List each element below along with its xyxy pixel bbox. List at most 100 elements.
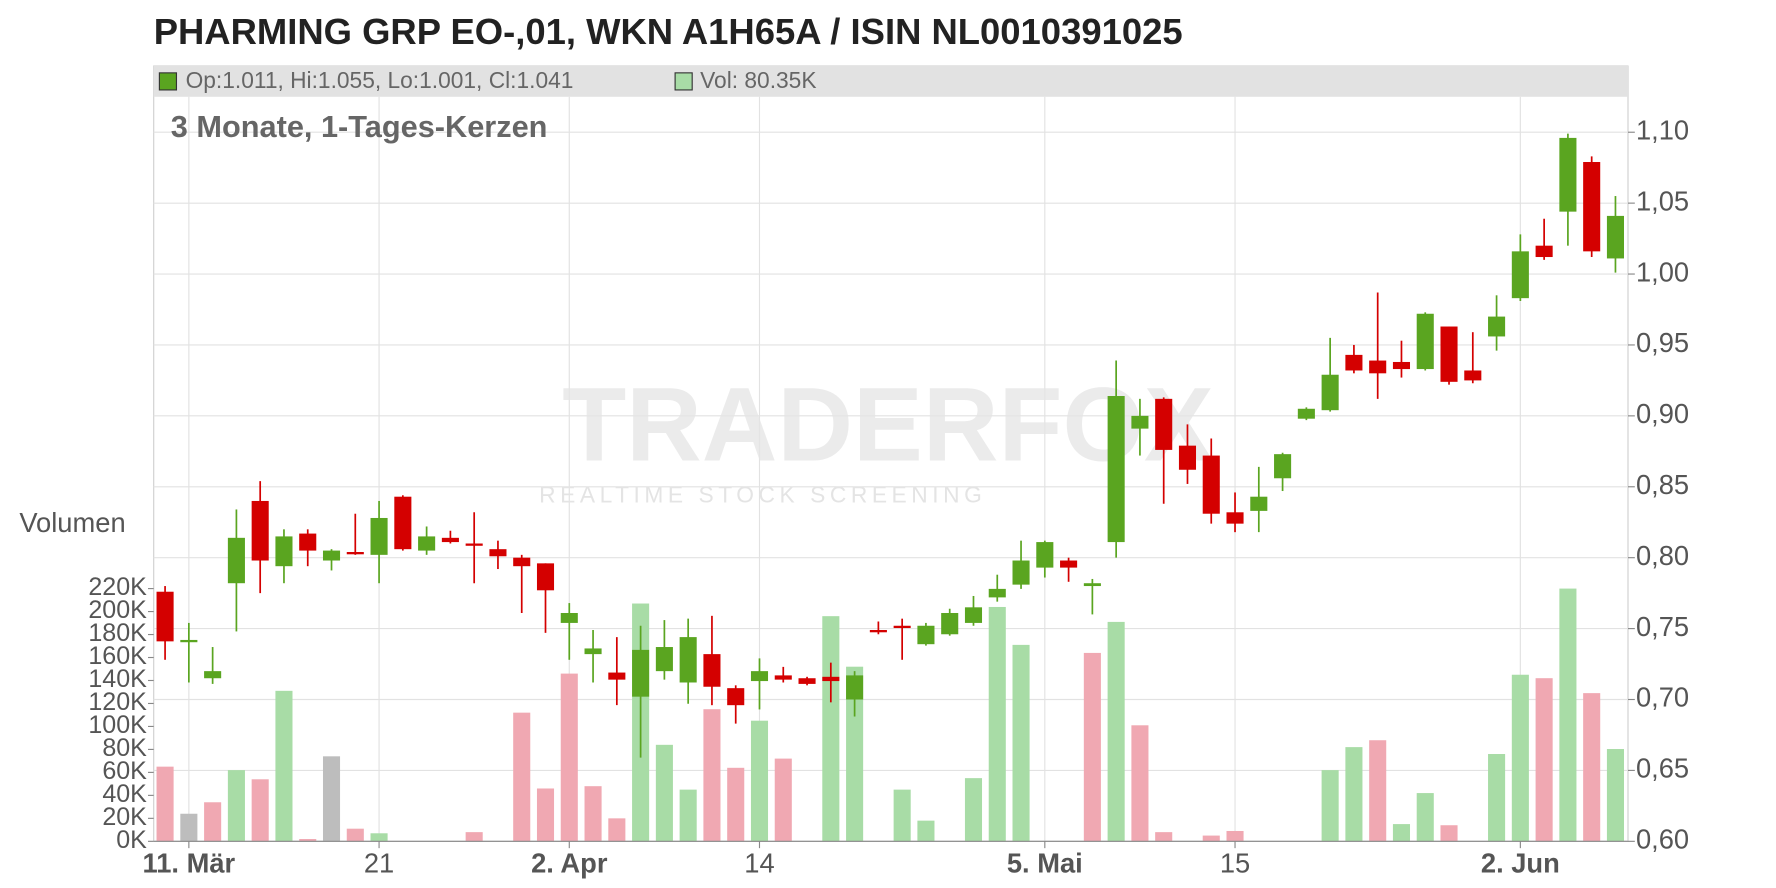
- candle-body: [1416, 313, 1434, 370]
- x-tick-label: 5. Mai: [1007, 847, 1083, 878]
- y2-tick-label: 120K: [88, 688, 147, 716]
- volume-bar: [1416, 793, 1434, 842]
- candle-body: [394, 496, 412, 550]
- candle-body: [370, 517, 388, 555]
- candle-body: [1155, 398, 1173, 450]
- legend-volume: Vol: 80.35K: [700, 67, 816, 93]
- candles: [156, 133, 1624, 758]
- legend-swatch: [158, 72, 178, 91]
- volume-bar: [608, 818, 626, 842]
- volume-bar: [180, 813, 198, 842]
- volume-bar: [846, 666, 864, 842]
- y-tick-label: 0,65: [1636, 753, 1689, 784]
- x-tick-label: 2. Jun: [1481, 847, 1560, 878]
- candle-body: [1202, 455, 1220, 514]
- candle-body: [1606, 215, 1624, 259]
- y-tick-label: 0,60: [1636, 824, 1689, 855]
- volume-bar: [322, 756, 341, 842]
- volume-bar: [227, 770, 245, 842]
- candle-body: [1535, 245, 1553, 258]
- candle-body: [1107, 396, 1125, 543]
- volume-bar: [917, 820, 935, 842]
- volume-bar: [1321, 770, 1339, 842]
- candle-body: [988, 588, 1006, 598]
- legend-swatch: [674, 72, 693, 91]
- x-tick-label: 11. Mär: [143, 847, 236, 878]
- x-tick-label: 2. Apr: [531, 847, 608, 878]
- candle-body: [227, 537, 245, 584]
- y-tick-label: 0,75: [1636, 611, 1689, 642]
- volume-bar: [1012, 644, 1030, 842]
- volume-bar: [750, 720, 769, 842]
- y2-tick-label: 200K: [88, 596, 147, 624]
- candle-body: [1369, 360, 1387, 374]
- y-tick-label: 0,80: [1636, 540, 1689, 571]
- volume-bar: [774, 758, 792, 842]
- candle-body: [798, 678, 816, 684]
- candle-body: [1321, 374, 1339, 411]
- candle-body: [1060, 560, 1078, 568]
- volume-bar: [679, 789, 697, 842]
- y-tick-label: 1,10: [1636, 114, 1689, 145]
- watermark-tagline: REALTIME STOCK SCREENING: [539, 481, 986, 507]
- candle-body: [1440, 326, 1458, 382]
- volume-bar: [988, 606, 1006, 842]
- y2-tick-label: 60K: [102, 757, 147, 785]
- candle-body: [1345, 354, 1363, 371]
- candle-body: [1392, 361, 1411, 370]
- candle-body: [655, 647, 673, 672]
- candle-body: [679, 637, 697, 683]
- candle-body: [251, 500, 269, 561]
- volume-bar: [1202, 835, 1220, 842]
- volume-bar: [1511, 674, 1529, 842]
- candle-body: [441, 537, 459, 543]
- volume-bar: [251, 779, 269, 842]
- volume-bar: [299, 839, 317, 842]
- candle-body: [180, 639, 198, 643]
- volume-bar: [1559, 588, 1577, 842]
- candle-body: [418, 536, 436, 551]
- y-tick-label: 1,00: [1636, 256, 1689, 287]
- candle-body: [1297, 408, 1315, 419]
- candle-body: [1274, 454, 1292, 479]
- candle-body: [1083, 583, 1101, 587]
- volume-bar: [513, 712, 531, 842]
- candle-body: [1178, 445, 1197, 470]
- y-tick-label: 0,95: [1636, 327, 1689, 358]
- axes: 0,60 0,65 0,70 0,75 0,80 0,85 0,90 0,95 1,00 1,05…: [88, 114, 1689, 878]
- y-tick-label: 0,85: [1636, 469, 1689, 500]
- volume-bar: [1131, 725, 1149, 842]
- candle-body: [632, 649, 650, 697]
- candle-body: [822, 676, 840, 682]
- volume-bar: [703, 709, 721, 842]
- candle-body: [204, 671, 222, 679]
- candle-body: [560, 612, 578, 623]
- candle-body: [322, 550, 341, 561]
- y2-tick-label: 140K: [88, 665, 147, 693]
- candle-body: [869, 630, 887, 633]
- candle-body: [1488, 316, 1506, 337]
- volume-bar: [560, 673, 578, 842]
- y2-tick-label: 20K: [102, 803, 147, 831]
- candle-body: [941, 612, 959, 635]
- volume-bar: [1083, 652, 1101, 842]
- volume-bar: [346, 828, 364, 842]
- volume-bar: [1488, 754, 1506, 842]
- volume-axis-label: Volumen: [19, 507, 125, 538]
- volume-bar: [964, 778, 983, 842]
- subtitle: 3 Monate, 1-Tages-Kerzen: [171, 109, 548, 144]
- candle-body: [1559, 137, 1577, 212]
- x-tick-label: 21: [364, 847, 394, 878]
- x-tick-label: 15: [1220, 847, 1250, 878]
- volume-bar: [727, 767, 745, 842]
- chart-title: PHARMING GRP EO-,01, WKN A1H65A / ISIN N…: [154, 11, 1183, 52]
- y-tick-label: 1,05: [1636, 185, 1689, 216]
- volume-bar: [1155, 832, 1173, 842]
- legend-bar: [153, 66, 1629, 97]
- volume-bar: [1583, 693, 1601, 842]
- volume-bar: [1369, 740, 1387, 842]
- candle-body: [1036, 542, 1054, 568]
- candle-body: [1226, 512, 1244, 524]
